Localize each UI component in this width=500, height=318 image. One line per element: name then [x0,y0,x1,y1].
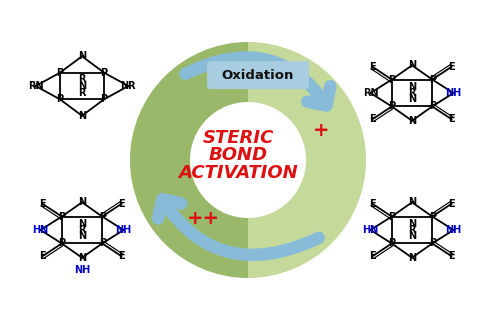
Text: N: N [78,111,86,121]
Text: P: P [98,211,106,222]
Text: N: N [408,82,416,92]
Text: P: P [388,238,396,248]
Text: P: P [388,101,396,112]
Text: E: E [448,114,455,124]
Text: STERIC: STERIC [202,129,274,147]
Text: N: N [408,94,416,104]
Text: P: P [56,94,64,104]
Text: ACTIVATION: ACTIVATION [178,164,298,182]
Text: N: N [78,253,86,263]
Text: N: N [78,81,86,91]
Text: RN: RN [362,88,378,98]
Text: E: E [448,62,455,72]
Text: P: P [100,94,107,104]
Text: E: E [369,251,376,261]
Text: P: P [428,211,436,222]
Text: NH: NH [74,266,90,275]
Text: +: + [313,121,330,140]
Text: R: R [78,225,86,235]
Text: E: E [369,114,376,124]
Text: E: E [448,199,455,209]
Text: P: P [388,74,396,85]
Text: N: N [408,253,416,263]
Text: ++: ++ [186,210,220,229]
Text: E: E [369,199,376,209]
Text: P: P [98,238,106,248]
Circle shape [190,102,306,218]
Text: P: P [56,68,64,78]
Text: Oxidation: Oxidation [222,69,294,81]
Text: P: P [58,238,66,248]
FancyBboxPatch shape [207,61,309,89]
Text: N: N [408,60,416,70]
Text: P: P [58,211,66,222]
Text: BOND: BOND [208,146,268,164]
Wedge shape [248,42,366,278]
Text: HN: HN [32,225,48,235]
Text: NH: NH [116,225,132,235]
Text: P: P [428,74,436,85]
Text: E: E [39,251,46,261]
Text: R: R [78,87,86,98]
Text: R: R [78,74,86,85]
Wedge shape [130,42,248,278]
Text: P: P [388,211,396,222]
Text: RN: RN [28,81,44,91]
Text: P: P [428,238,436,248]
Text: N: N [408,116,416,126]
Text: R: R [408,88,416,98]
Text: E: E [118,199,125,209]
Text: N: N [78,197,86,207]
Text: E: E [118,251,125,261]
Text: R: R [408,225,416,235]
Text: HN: HN [362,225,378,235]
Text: NH: NH [446,88,462,98]
FancyArrowPatch shape [158,199,318,255]
Text: P: P [428,101,436,112]
Text: N: N [78,219,86,229]
FancyArrowPatch shape [186,58,330,106]
Text: E: E [39,199,46,209]
Text: P: P [100,68,107,78]
Text: N: N [408,197,416,207]
Text: N: N [78,51,86,61]
Text: N: N [408,219,416,229]
Text: E: E [369,62,376,72]
Text: NH: NH [446,225,462,235]
Text: NR: NR [120,81,136,91]
Text: N: N [78,231,86,241]
Text: N: N [408,231,416,241]
Text: E: E [448,251,455,261]
